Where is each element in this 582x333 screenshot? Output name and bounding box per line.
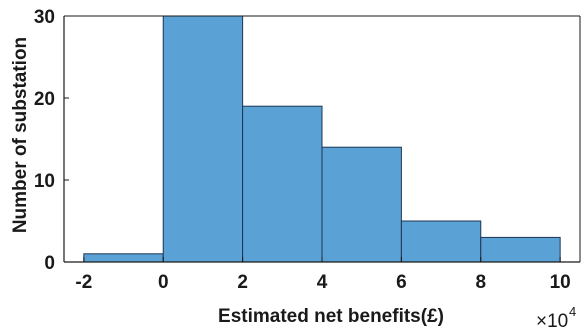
x-tick-label: 6 (396, 272, 407, 293)
x-axis-label: Estimated net benefits(£) (218, 306, 444, 327)
histogram-bar (480, 236, 561, 263)
histogram-bar (83, 253, 164, 263)
x-tick-label: 0 (158, 272, 169, 293)
y-ticks-group: 0 10 20 30 (34, 7, 69, 274)
y-axis-label: Number of substation (10, 37, 31, 233)
x-axis-exponent: ×10 4 (536, 304, 576, 332)
x-exponent-power: 4 (569, 304, 576, 319)
histogram-bar (242, 105, 323, 263)
x-tick-label: 10 (550, 272, 571, 293)
histogram-bar (321, 146, 402, 263)
x-exponent-base: ×10 (536, 311, 568, 332)
x-tick-label: 4 (317, 272, 328, 293)
y-tick-label: 10 (34, 171, 55, 192)
x-tick-label: 2 (237, 272, 248, 293)
x-tick-label: 8 (475, 272, 486, 293)
bars-group (83, 15, 561, 263)
histogram-bar (162, 15, 244, 263)
y-tick-label: 0 (44, 253, 55, 274)
x-tick-label: -2 (75, 272, 92, 293)
histogram-bar (400, 220, 482, 263)
y-tick-label: 30 (34, 7, 55, 28)
x-ticks-group: -2 0 2 4 6 8 10 (75, 257, 571, 293)
y-tick-label: 20 (34, 89, 55, 110)
